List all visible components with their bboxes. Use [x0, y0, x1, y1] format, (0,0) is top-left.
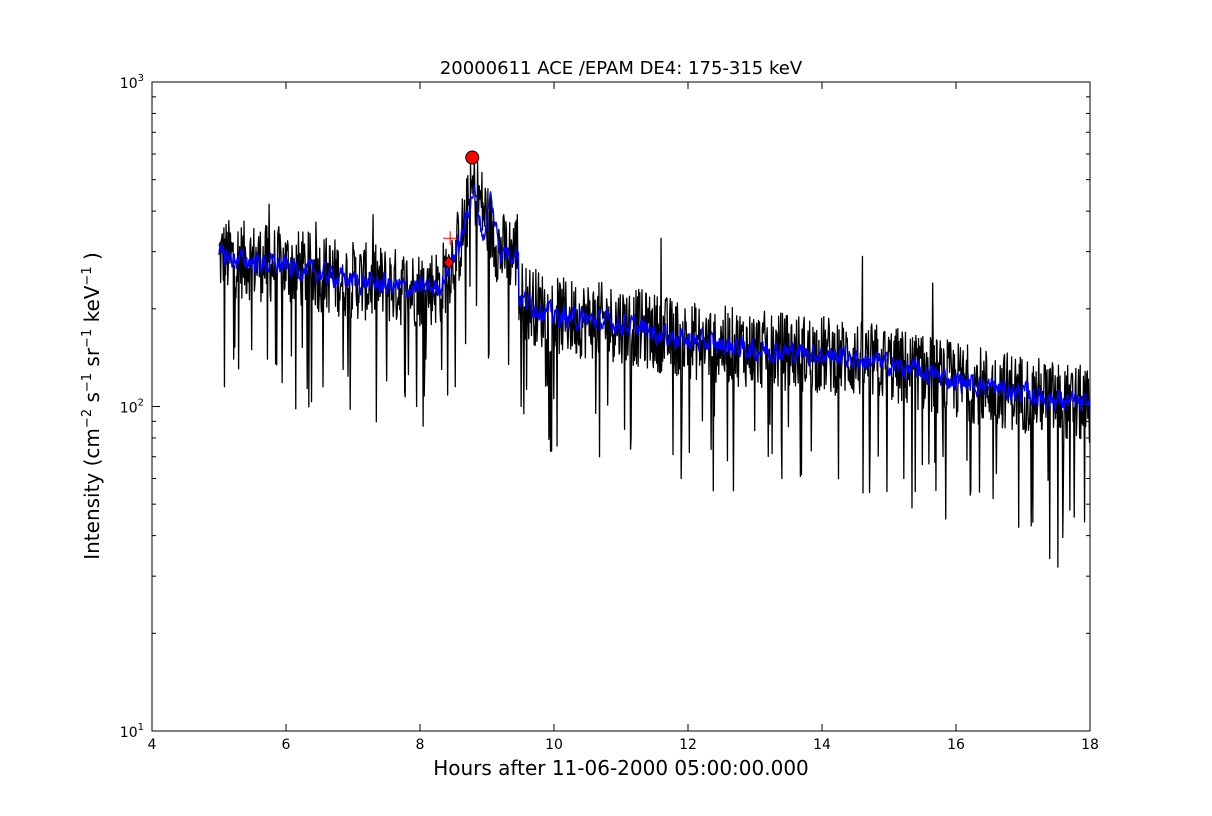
y-tick-label: 103	[120, 73, 144, 92]
y-tick-label: 101	[120, 722, 144, 741]
y-tick-label: 102	[120, 398, 144, 417]
y-label-sr: sr	[80, 347, 104, 373]
y-tick-labels: 101 102 103	[120, 73, 144, 741]
onset-diamond-marker	[443, 255, 455, 270]
series-black-line	[218, 153, 1090, 568]
series-blue-line	[218, 184, 1090, 417]
y-label-kev-exp: −1	[80, 266, 95, 285]
x-axis-label: Hours after 11-06-2000 05:00:00.000	[433, 756, 809, 780]
y-label-s-exp: −1	[80, 373, 95, 392]
x-tick-label: 8	[416, 737, 425, 753]
series-layer	[218, 153, 1090, 568]
peak-circle-marker	[465, 150, 480, 165]
y-label-kev: keV	[80, 285, 104, 329]
y-label-cm-exp: −2	[80, 409, 95, 428]
x-tick-label: 14	[813, 737, 831, 753]
y-label-suffix: )	[80, 252, 104, 266]
y-label-prefix: Intensity (cm	[80, 428, 104, 560]
y-axis-label: Intensity (cm−2 s−1 sr−1 keV−1 )	[80, 252, 104, 560]
x-tick-label: 6	[282, 737, 291, 753]
chart-title: 20000611 ACE /EPAM DE4: 175-315 keV	[440, 58, 803, 79]
x-tick-label: 12	[679, 737, 697, 753]
x-tick-labels: 4 6 8 10 12 14 16 18	[148, 737, 1099, 753]
x-tick-label: 10	[545, 737, 563, 753]
y-label-sr-exp: −1	[80, 329, 95, 348]
tick-layer	[151, 81, 1091, 732]
x-tick-label: 18	[1081, 737, 1099, 753]
x-tick-label: 4	[148, 737, 157, 753]
y-label-s: s	[80, 392, 104, 409]
marker-layer	[443, 150, 480, 270]
x-tick-label: 16	[947, 737, 965, 753]
plus-marker	[443, 231, 458, 246]
